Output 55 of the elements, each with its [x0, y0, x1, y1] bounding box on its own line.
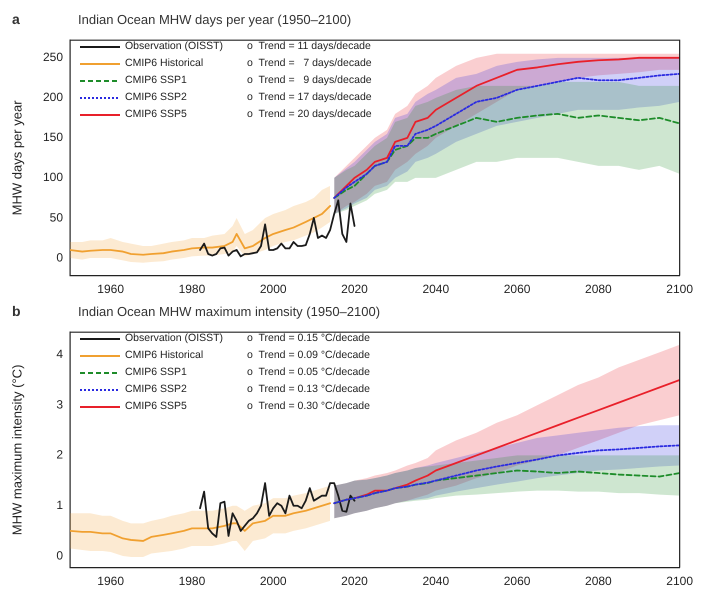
x-tick-label: 1960	[97, 574, 124, 588]
annotation: o Trend = 9 days/decade	[247, 73, 372, 88]
annotation: o Trend = 7 days/decade	[247, 56, 372, 71]
x-tick-label: 2060	[504, 282, 531, 296]
annotation: o Trend = 0.05 °C/decade	[247, 365, 370, 380]
x-tick-label: 2020	[341, 574, 368, 588]
x-tick-label: 2020	[341, 282, 368, 296]
legend-label: CMIP6 SSP5	[125, 107, 188, 122]
legend-label: Observation (OISST)	[125, 39, 224, 54]
annotation: o Trend = 0.15 °C/decade	[247, 331, 370, 346]
y-tick-label: 0	[56, 250, 64, 264]
x-tick-label: 1980	[178, 574, 206, 588]
legend-label: CMIP6 SSP2	[125, 382, 188, 397]
text: b	[12, 303, 21, 319]
x-tick-label: 2100	[666, 282, 694, 296]
x-tick-label: 1980	[178, 282, 206, 296]
x-tick-label: 2060	[504, 574, 531, 588]
legend-label: CMIP6 SSP1	[125, 73, 188, 88]
x-tick-label: 2080	[585, 282, 612, 296]
annotation: o Trend = 0.13 °C/decade	[247, 382, 370, 397]
legend-label: CMIP6 SSP5	[125, 399, 188, 414]
y-tick-label: 3	[56, 397, 64, 412]
annotation: o Trend = 20 days/decade	[247, 107, 372, 122]
y-tick-label: 100	[42, 170, 64, 184]
y-tick-label: 250	[42, 50, 64, 64]
y-axis-title: MHW maximum intensity (°C)	[9, 364, 24, 536]
x-tick-label: 1960	[97, 282, 124, 296]
y-tick-label: 200	[42, 90, 64, 104]
annotation: o Trend = 0.09 °C/decade	[247, 348, 370, 363]
legend-label: CMIP6 Historical	[125, 348, 204, 363]
annotation: o Trend = 17 days/decade	[247, 90, 372, 105]
line-series	[333, 444, 680, 504]
x-tick-label: 2000	[260, 574, 287, 588]
legend-label: CMIP6 Historical	[125, 56, 204, 71]
y-tick-label: 4	[56, 347, 64, 362]
y-axis-title: MHW days per year	[9, 100, 24, 216]
legend-label: Observation (OISST)	[125, 331, 224, 346]
x-tick-label: 2040	[422, 574, 450, 588]
y-tick-label: 1	[56, 498, 64, 512]
annotation: o Trend = 0.30 °C/decade	[247, 399, 370, 414]
y-tick-label: 0	[56, 548, 64, 562]
chart-title: Indian Ocean MHW days per year (1950–2100)	[78, 12, 352, 27]
x-tick-label: 2080	[585, 574, 612, 588]
x-tick-label: 2040	[422, 282, 450, 296]
x-tick-label: 2100	[666, 574, 694, 588]
y-tick-label: 2	[56, 448, 64, 462]
y-tick-label: 150	[42, 130, 64, 144]
line-series	[333, 470, 680, 504]
text: a	[12, 11, 20, 27]
annotation: o Trend = 11 days/decade	[247, 39, 371, 54]
legend-label: CMIP6 SSP1	[125, 365, 188, 380]
x-tick-label: 2000	[260, 282, 287, 296]
y-tick-label: 50	[50, 210, 64, 224]
chart-title: Indian Ocean MHW maximum intensity (1950–2100)	[78, 304, 380, 319]
legend-label: CMIP6 SSP2	[125, 90, 188, 105]
